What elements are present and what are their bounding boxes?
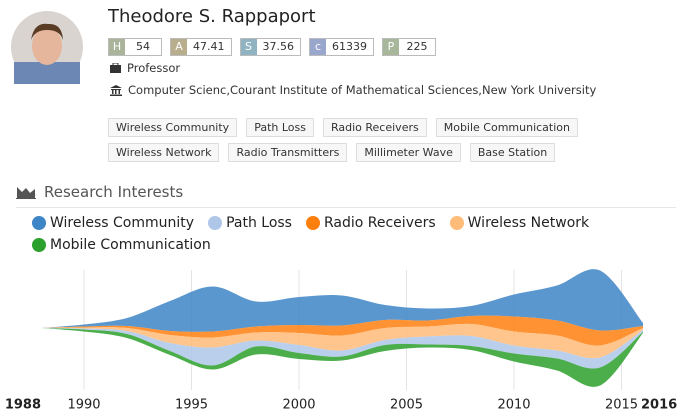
stream-layer — [41, 328, 643, 387]
affiliation-text: Computer Scienc,Courant Institute of Mat… — [128, 83, 597, 97]
x-tick-label: 1995 — [175, 398, 208, 411]
legend-item: Radio Receivers — [305, 215, 436, 231]
metric-value: 61339 — [332, 40, 367, 53]
legend-item: Wireless Network — [449, 215, 590, 231]
tag: Mobile Communication — [435, 118, 578, 137]
legend-label: Radio Receivers — [323, 215, 436, 231]
position-text: Professor — [127, 61, 181, 75]
tag: Base Station — [469, 143, 556, 162]
section-title: Research Interests — [44, 183, 184, 201]
metric: S 37.56 — [239, 38, 301, 56]
stream-layer — [41, 323, 643, 359]
tag: Wireless Community — [108, 118, 238, 137]
metrics: H 54 A 47.41 S 37.56 c 61339 P 225 — [108, 38, 436, 56]
legend-label: Wireless Community — [50, 215, 195, 231]
metric: H 54 — [108, 38, 162, 56]
legend-item: Mobile Communication — [32, 237, 211, 253]
tag: Wireless Network — [108, 143, 220, 162]
affiliation: Computer Scienc,Courant Institute of Mat… — [110, 83, 596, 97]
avatar — [11, 11, 83, 84]
metric-value: 225 — [406, 40, 428, 53]
position: Professor — [110, 61, 180, 75]
chart: 1990 1995 2000 2005 2010 2015 1988 2016 — [5, 269, 677, 411]
profile-name: Theodore S. Rappaport — [108, 6, 316, 27]
x-end-label: 2016 — [641, 398, 677, 411]
legend-swatch — [208, 216, 223, 230]
metric: P 225 — [382, 38, 436, 56]
legend: Wireless Community Path Loss Radio Receive… — [32, 215, 672, 253]
legend-swatch — [32, 216, 46, 230]
metric-label: c — [310, 39, 326, 55]
section-header: Research Interests — [16, 183, 676, 208]
metric-value: 54 — [136, 40, 150, 53]
legend-swatch — [32, 238, 46, 252]
tag: Radio Transmitters — [228, 143, 348, 162]
x-tick-label: 2000 — [282, 398, 315, 411]
x-tick-label: 2005 — [390, 398, 423, 411]
legend-label: Mobile Communication — [50, 237, 211, 253]
metric-label: P — [383, 39, 399, 55]
x-tick-label: 1990 — [67, 398, 100, 411]
metric-label: S — [240, 39, 257, 55]
x-tick-label: 2015 — [605, 398, 638, 411]
metric: c 61339 — [309, 38, 374, 56]
x-tick-label: 2010 — [497, 398, 530, 411]
legend-swatch — [449, 216, 464, 230]
legend-label: Path Loss — [226, 215, 292, 231]
tags: Wireless Community Path Loss Radio Receive… — [108, 118, 668, 162]
stream-layer — [41, 269, 643, 332]
metric-label: H — [109, 39, 125, 55]
legend-item: Wireless Community — [32, 215, 194, 231]
metric: A 47.41 — [170, 38, 232, 56]
metric-value: 47.41 — [193, 40, 225, 53]
stream-layer — [41, 328, 643, 369]
tag: Radio Receivers — [322, 118, 427, 137]
tag: Millimeter Wave — [356, 143, 461, 162]
stream-layer — [41, 315, 643, 346]
tag: Path Loss — [246, 118, 314, 137]
x-end-label: 1988 — [5, 398, 41, 411]
metric-label: A — [171, 39, 187, 55]
legend-item: Path Loss — [208, 215, 292, 231]
legend-label: Wireless Network — [467, 215, 590, 231]
metric-value: 37.56 — [262, 40, 295, 53]
legend-swatch — [305, 216, 320, 230]
